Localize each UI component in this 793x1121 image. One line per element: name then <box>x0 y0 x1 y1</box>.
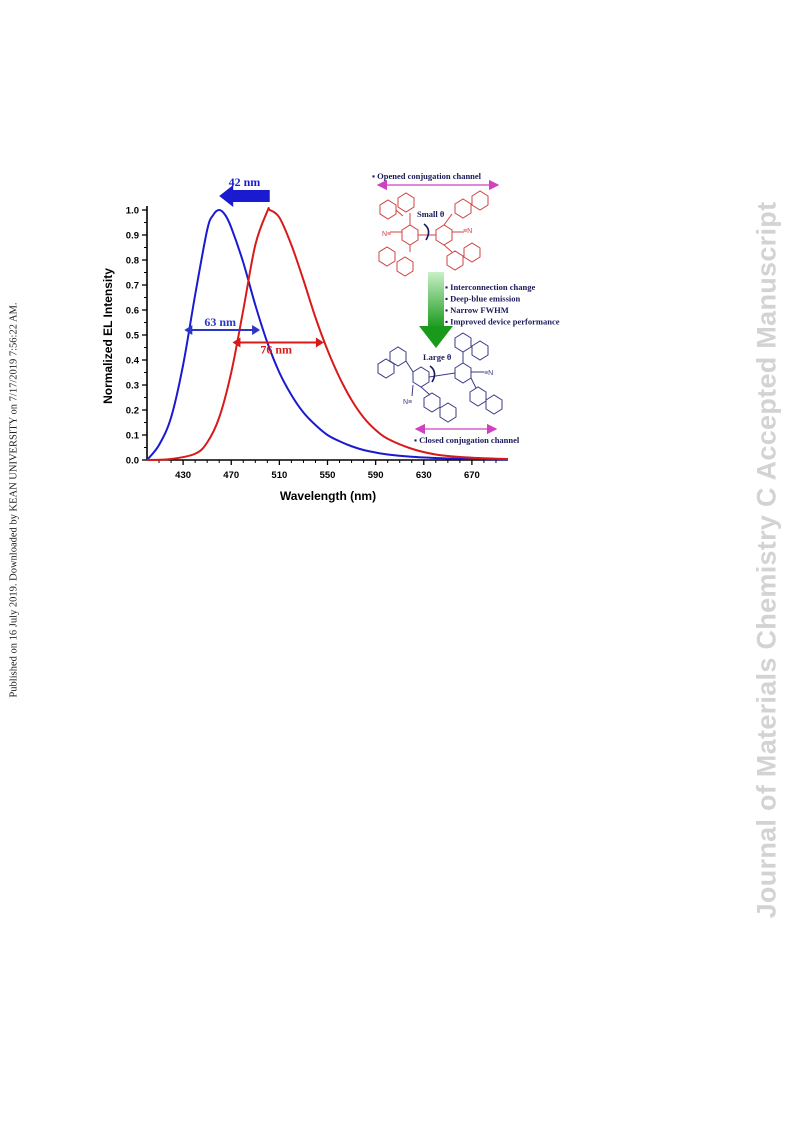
annotations: 42 nm 63 nm 76 nm <box>184 175 324 357</box>
bullet-item: ▪ Improved device performance <box>445 317 560 327</box>
x-tick-label: 550 <box>320 470 336 481</box>
phenyl-ring <box>435 224 453 246</box>
opened-channel-text: Opened conjugation channel <box>377 171 482 181</box>
phenyl-ring <box>454 362 472 384</box>
carbazole-unit <box>377 346 407 379</box>
bottom-molecule <box>377 332 503 423</box>
y-tick-label: 0.1 <box>126 431 140 442</box>
y-tick-label: 0.6 <box>126 306 139 317</box>
y-tick-label: 0.0 <box>126 456 139 467</box>
bullet-list: ▪ Interconnection change ▪ Deep-blue emis… <box>445 282 560 327</box>
rotation-arrow <box>429 365 436 383</box>
nitrile-label-left: N≡ <box>382 231 391 238</box>
x-tick-label: 430 <box>175 470 191 481</box>
fwhm-arrow-head <box>232 337 241 348</box>
y-tick-label: 0.7 <box>126 281 139 292</box>
carbazole-unit <box>378 246 414 277</box>
y-tick-label: 0.9 <box>126 231 139 242</box>
nitrile-label-right: ≡N <box>463 228 472 235</box>
curves <box>146 207 509 461</box>
y-tick-label: 0.4 <box>126 356 140 367</box>
fwhm-arrow-head <box>252 325 261 335</box>
y-tick-label: 0.3 <box>126 381 139 392</box>
process-arrow <box>419 272 453 348</box>
rotation-arrow <box>423 223 430 241</box>
x-tick-label: 630 <box>416 470 432 481</box>
blue-el-curve <box>146 208 509 461</box>
y-axis-label: Normalized EL Intensity <box>101 268 115 404</box>
opened-channel-label: ▪ Opened conjugation channel <box>372 171 482 181</box>
red-el-curve <box>146 207 509 461</box>
y-tick-label: 0.8 <box>126 256 139 267</box>
x-tick-label: 670 <box>464 470 480 481</box>
carbazole-unit <box>454 190 489 219</box>
el-spectrum-chart: Normalized EL Intensity Wavelength (nm) … <box>101 175 509 503</box>
bullet-marker: ▪ <box>372 171 377 181</box>
top-molecule <box>378 190 489 277</box>
axes: 0.0 0.1 0.2 0.3 0.4 0.5 0.6 0.7 0.8 0.9 1.0 430 470 5… <box>126 206 508 481</box>
blue-shift-arrow <box>219 185 270 207</box>
fwhm-arrow-head <box>315 337 324 348</box>
shift-label: 42 nm <box>229 175 261 189</box>
carbazole-unit <box>454 332 489 361</box>
large-theta-label: Large θ <box>423 352 452 362</box>
molecular-scheme: ▪ Opened conjugation channel <box>372 171 560 445</box>
carbazole-unit <box>446 242 481 271</box>
fwhm-arrow-head <box>184 325 193 335</box>
phenyl-ring <box>412 366 430 388</box>
phenyl-ring <box>401 224 419 246</box>
small-theta-label: Small θ <box>417 209 445 219</box>
bullet-marker: ▪ <box>414 435 419 445</box>
y-tick-label: 1.0 <box>126 206 139 217</box>
closed-channel-label: ▪ Closed conjugation channel <box>414 435 520 445</box>
carbazole-unit <box>379 192 415 220</box>
y-tick-label: 0.2 <box>126 406 139 417</box>
bullet-item: ▪ Deep-blue emission <box>445 294 521 304</box>
x-axis-label: Wavelength (nm) <box>280 489 376 503</box>
bullet-item: ▪ Interconnection change <box>445 282 535 292</box>
closed-channel-text: Closed conjugation channel <box>419 435 520 445</box>
y-tick-label: 0.5 <box>126 331 140 342</box>
carbazole-unit <box>469 386 503 415</box>
nitrile-label-bottom-left: N≡ <box>403 399 412 406</box>
bullet-item: ▪ Narrow FWHM <box>445 305 509 315</box>
fwhm-label-blue: 63 nm <box>204 315 236 329</box>
x-tick-label: 510 <box>271 470 287 481</box>
x-tick-label: 470 <box>223 470 239 481</box>
fwhm-label-red: 76 nm <box>260 343 292 357</box>
x-tick-label: 590 <box>368 470 384 481</box>
carbazole-unit <box>423 392 457 423</box>
nitrile-label-bottom-right: ≡N <box>484 370 493 377</box>
